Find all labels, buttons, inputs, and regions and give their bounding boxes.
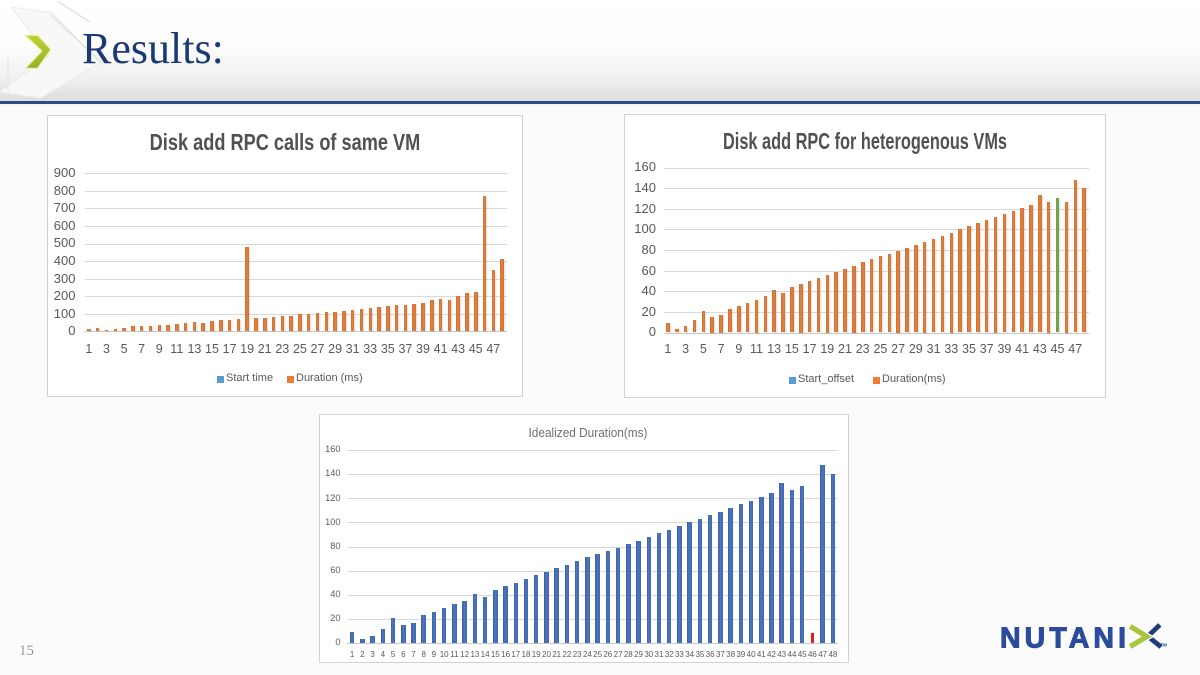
svg-text:TM: TM [1161,642,1168,647]
svg-text:NUTANI: NUTANI [1000,623,1126,655]
